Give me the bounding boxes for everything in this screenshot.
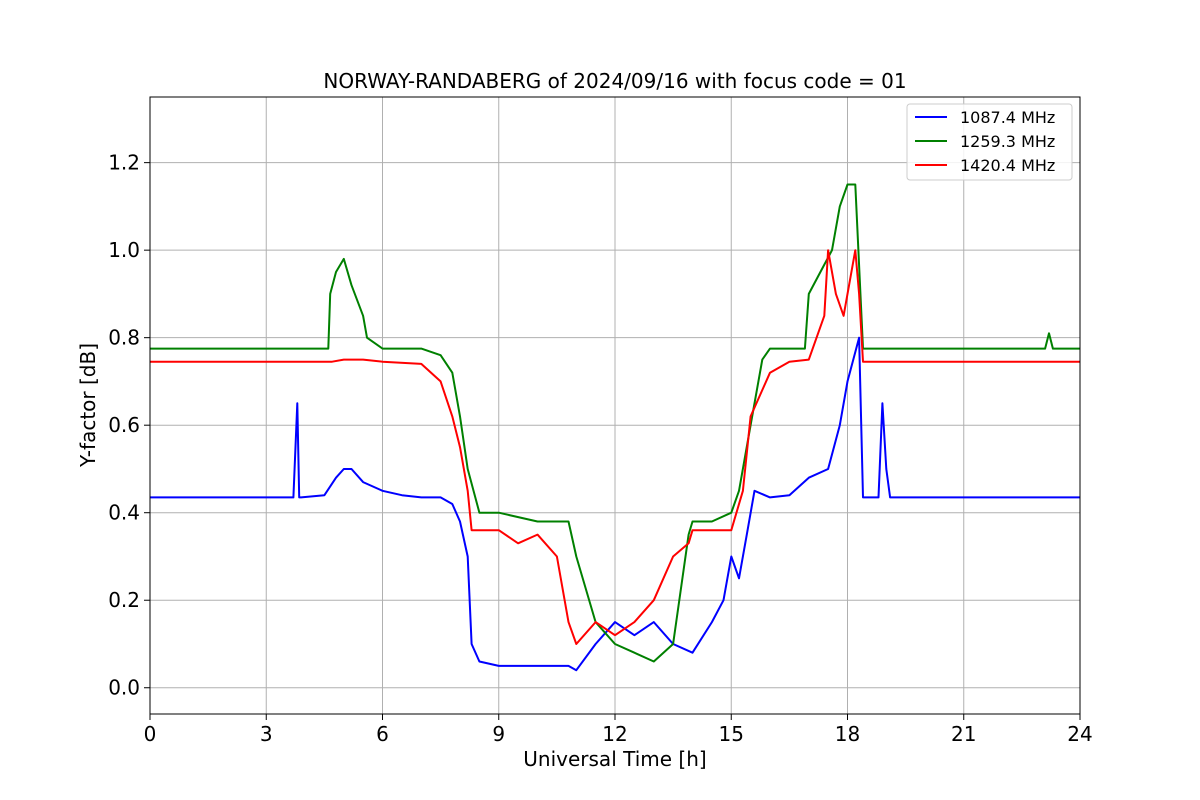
y-tick-label: 0.2 (108, 588, 140, 612)
y-tick-label: 1.0 (108, 238, 140, 262)
y-axis-ticks: 0.0 0.2 0.4 0.6 0.8 1.0 1.2 (108, 151, 150, 700)
x-axis-label: Universal Time [h] (523, 747, 706, 771)
legend: 1087.4 MHz 1259.3 MHz 1420.4 MHz (906, 103, 1073, 181)
x-tick-label: 3 (260, 722, 273, 746)
y-tick-label: 0.4 (108, 501, 140, 525)
plot-lines (150, 183, 1080, 672)
x-tick-label: 18 (835, 722, 860, 746)
chart-title: NORWAY-RANDABERG of 2024/09/16 with focu… (323, 69, 906, 93)
series-line-3 (150, 249, 1080, 645)
x-tick-label: 24 (1067, 722, 1092, 746)
y-tick-label: 0.8 (108, 326, 140, 350)
x-tick-label: 15 (719, 722, 744, 746)
x-tick-label: 21 (951, 722, 976, 746)
x-axis-ticks: 0 3 6 9 12 15 18 21 24 (144, 714, 1093, 746)
y-tick-label: 0.6 (108, 413, 140, 437)
y-tick-label: 0.0 (108, 676, 140, 700)
y-tick-label: 1.2 (108, 151, 140, 175)
legend-label-2: 1259.3 MHz (960, 132, 1055, 151)
x-tick-label: 12 (602, 722, 627, 746)
legend-label-1: 1087.4 MHz (960, 108, 1055, 127)
y-axis-label: Y-factor [dB] (76, 343, 100, 468)
x-tick-label: 0 (144, 722, 157, 746)
legend-box (906, 103, 1073, 181)
series-line-2 (150, 183, 1080, 663)
x-tick-label: 9 (492, 722, 505, 746)
legend-label-3: 1420.4 MHz (960, 156, 1055, 175)
x-tick-label: 6 (376, 722, 389, 746)
